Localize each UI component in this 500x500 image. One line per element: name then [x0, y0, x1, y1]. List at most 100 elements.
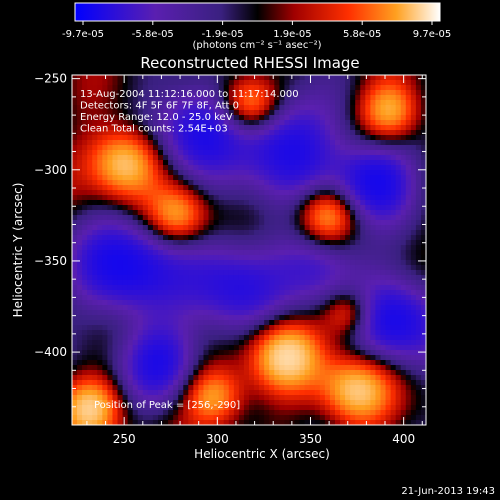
- heatmap-cell: [350, 130, 356, 136]
- heatmap-cell: [299, 190, 306, 196]
- heatmap-cell: [329, 365, 336, 371]
- heatmap-cell: [254, 320, 260, 326]
- heatmap-cell: [142, 230, 149, 236]
- heatmap-cell: [193, 95, 200, 101]
- heatmap-cell: [345, 235, 351, 241]
- heatmap-cell: [350, 245, 356, 251]
- heatmap-cell: [178, 305, 184, 311]
- heatmap-cell: [243, 155, 250, 161]
- heatmap-cell: [142, 85, 149, 91]
- heatmap-cell: [127, 225, 134, 231]
- heatmap-cell: [309, 375, 316, 381]
- heatmap-cell: [415, 205, 422, 211]
- heatmap-cell: [82, 145, 88, 151]
- heatmap-cell: [203, 110, 210, 116]
- heatmap-cell: [193, 220, 200, 226]
- heatmap-cell: [127, 200, 134, 206]
- heatmap-cell: [324, 200, 331, 206]
- heatmap-cell: [92, 420, 98, 425]
- heatmap-cell: [345, 355, 351, 361]
- heatmap-cell: [183, 260, 189, 266]
- heatmap-cell: [314, 380, 321, 386]
- heatmap-cell: [309, 280, 316, 286]
- heatmap-cell: [132, 315, 139, 321]
- heatmap-cell: [249, 240, 255, 246]
- heatmap-cell: [329, 380, 336, 386]
- heatmap-cell: [173, 415, 179, 421]
- heatmap-cell: [87, 295, 93, 301]
- heatmap-cell: [254, 160, 260, 166]
- heatmap-cell: [370, 310, 377, 316]
- heatmap-cell: [375, 175, 382, 181]
- heatmap-cell: [314, 225, 321, 231]
- heatmap-cell: [264, 375, 270, 381]
- heatmap-cell: [390, 90, 397, 96]
- heatmap-cell: [274, 145, 280, 151]
- heatmap-cell: [299, 215, 306, 221]
- heatmap-cell: [375, 160, 382, 166]
- heatmap-cell: [152, 265, 159, 271]
- heatmap-cell: [97, 215, 103, 221]
- heatmap-cell: [324, 360, 331, 366]
- heatmap-cell: [137, 265, 144, 271]
- heatmap-cell: [218, 360, 225, 366]
- heatmap-cell: [157, 105, 164, 111]
- heatmap-cell: [304, 245, 311, 251]
- heatmap-cell: [360, 270, 366, 276]
- heatmap-cell: [284, 245, 291, 251]
- heatmap-cell: [213, 295, 220, 301]
- heatmap-cell: [274, 275, 280, 281]
- heatmap-cell: [340, 235, 346, 241]
- heatmap-cell: [350, 415, 356, 421]
- heatmap-cell: [238, 115, 245, 121]
- heatmap-cell: [420, 190, 426, 196]
- heatmap-cell: [82, 135, 88, 141]
- heatmap-cell: [329, 170, 336, 176]
- heatmap-cell: [390, 200, 397, 206]
- heatmap-cell: [147, 130, 154, 136]
- heatmap-cell: [249, 185, 255, 191]
- heatmap-cell: [279, 285, 285, 291]
- heatmap-cell: [370, 325, 377, 331]
- heatmap-cell: [345, 180, 351, 186]
- heatmap-cell: [198, 330, 205, 336]
- heatmap-cell: [193, 275, 200, 281]
- heatmap-cell: [168, 350, 174, 356]
- heatmap-cell: [274, 215, 280, 221]
- heatmap-cell: [304, 380, 311, 386]
- heatmap-cell: [228, 175, 235, 181]
- heatmap-cell: [375, 300, 382, 306]
- heatmap-cell: [334, 315, 341, 321]
- heatmap-cell: [299, 175, 306, 181]
- heatmap-cell: [264, 160, 270, 166]
- heatmap-cell: [314, 365, 321, 371]
- heatmap-cell: [72, 260, 78, 266]
- heatmap-cell: [188, 405, 194, 411]
- heatmap-cell: [142, 205, 149, 211]
- heatmap-cell: [324, 345, 331, 351]
- heatmap-cell: [249, 335, 255, 341]
- heatmap-cell: [102, 290, 108, 296]
- heatmap-cell: [279, 170, 285, 176]
- heatmap-cell: [208, 75, 215, 81]
- heatmap-cell: [72, 325, 78, 331]
- heatmap-cell: [259, 360, 265, 366]
- heatmap-cell: [193, 400, 200, 406]
- heatmap-cell: [350, 175, 356, 181]
- heatmap-cell: [183, 380, 189, 386]
- heatmap-cell: [243, 385, 250, 391]
- heatmap-cell: [198, 375, 205, 381]
- heatmap-cell: [324, 95, 331, 101]
- heatmap-cell: [259, 380, 265, 386]
- heatmap-cell: [309, 400, 316, 406]
- heatmap-cell: [314, 300, 321, 306]
- heatmap-cell: [122, 390, 129, 396]
- heatmap-cell: [279, 420, 285, 425]
- colorbar: [74, 2, 441, 22]
- heatmap-cell: [259, 410, 265, 416]
- heatmap-cell: [279, 215, 285, 221]
- heatmap-cell: [284, 370, 291, 376]
- heatmap-cell: [319, 345, 326, 351]
- heatmap-cell: [400, 390, 407, 396]
- heatmap-cell: [259, 240, 265, 246]
